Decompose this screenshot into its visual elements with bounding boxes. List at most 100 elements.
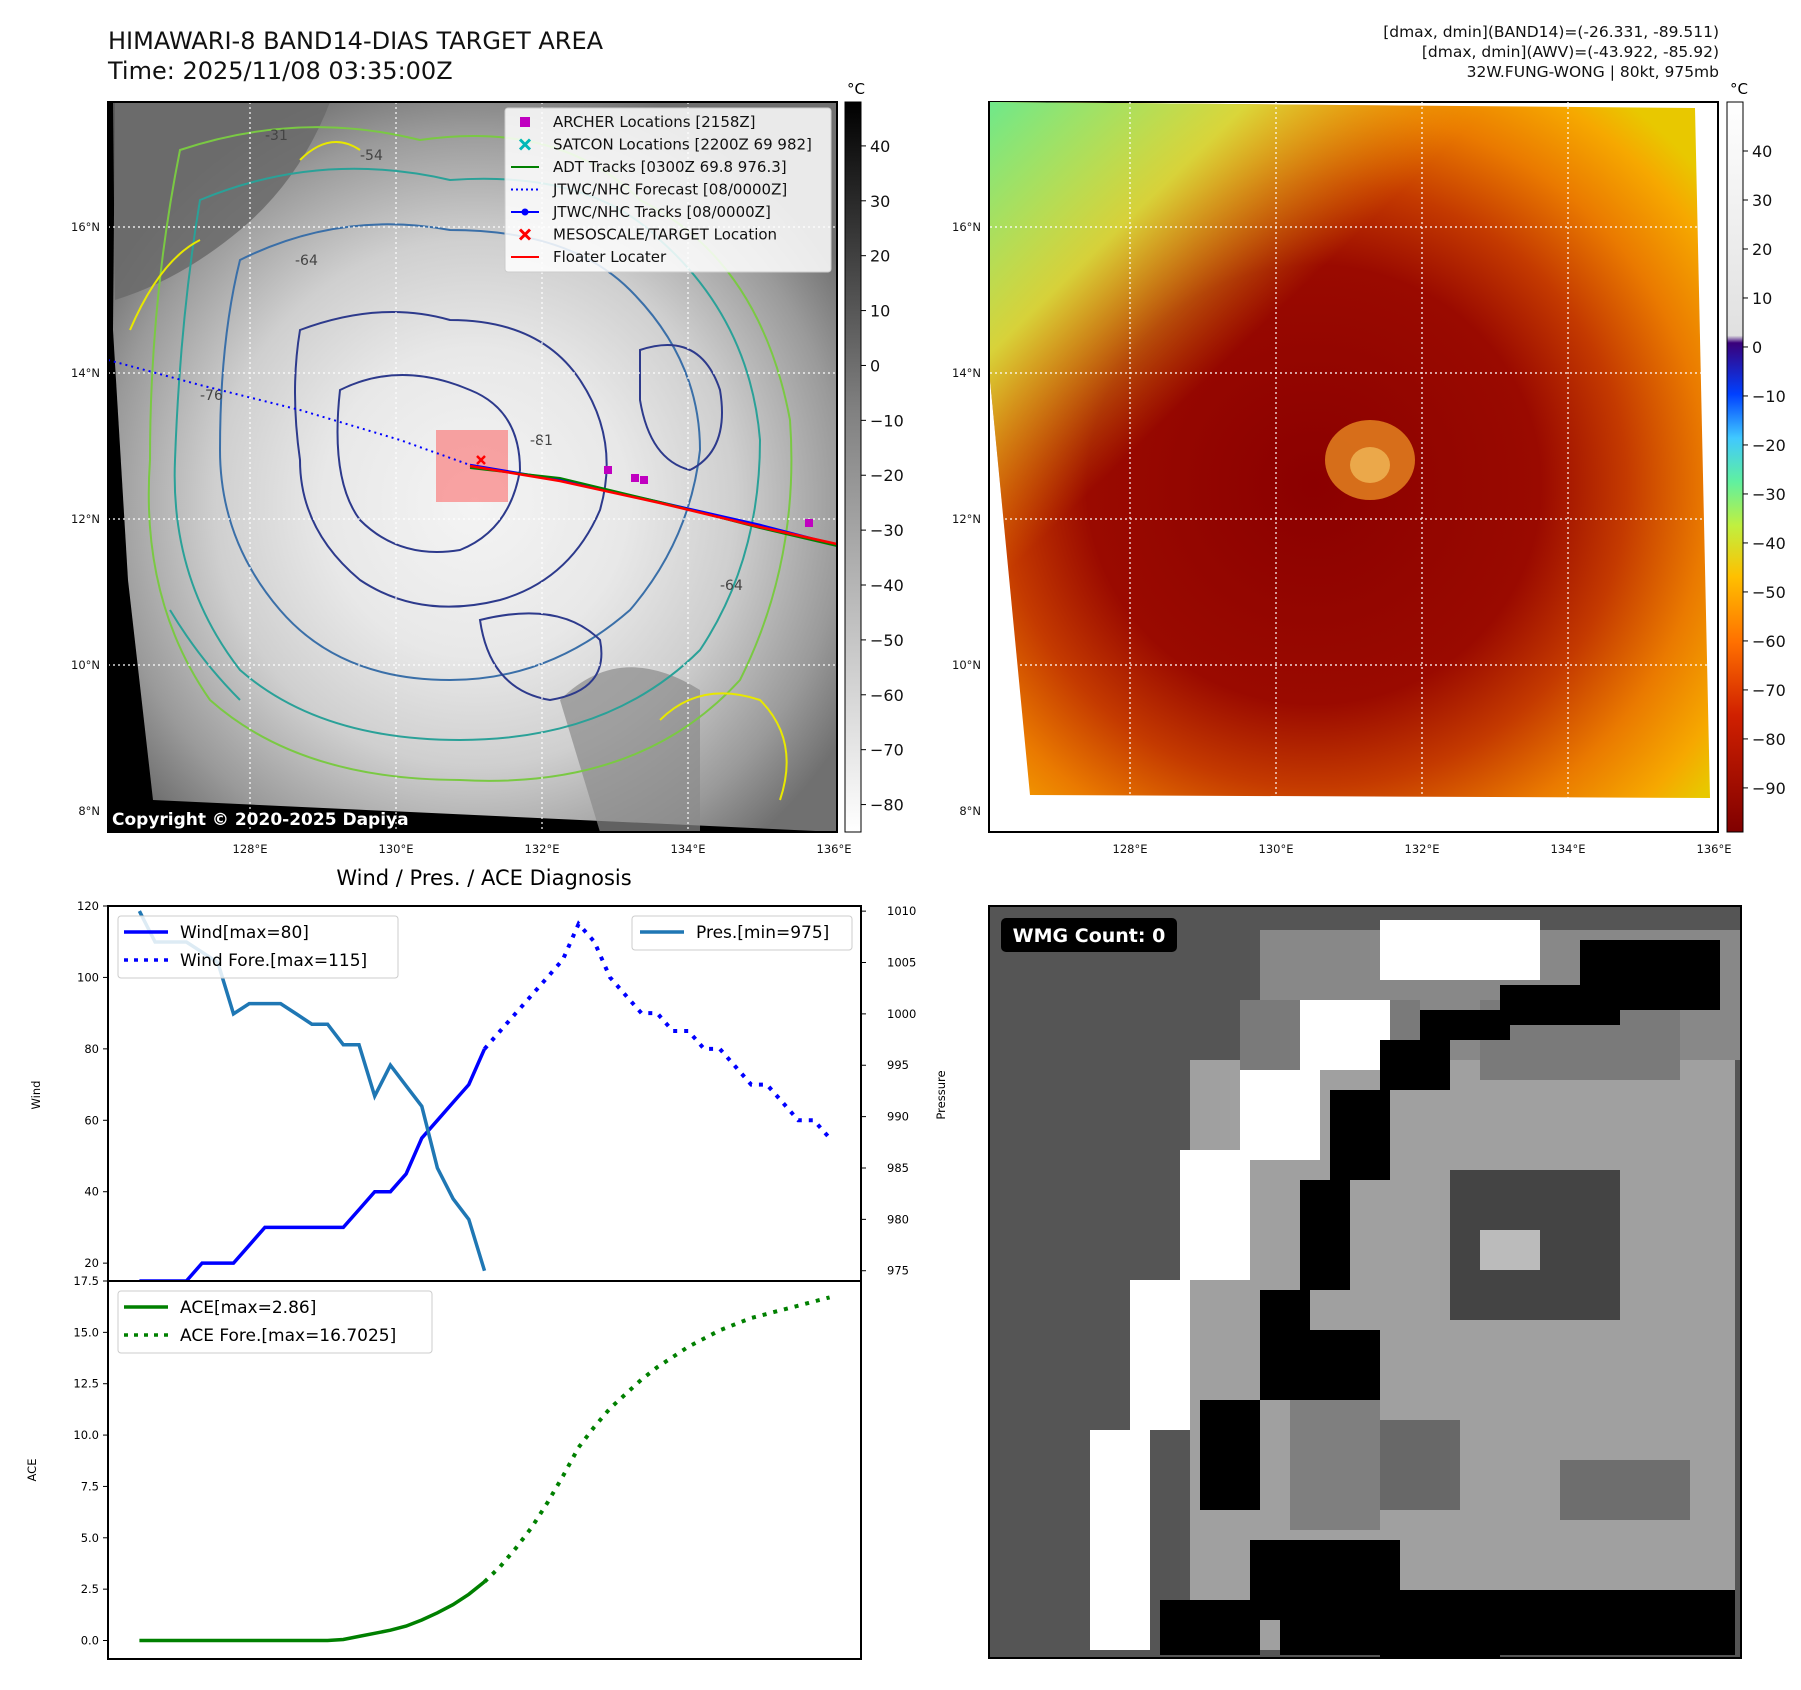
archer-points <box>604 466 813 527</box>
pressure-ytick-label: 1010 <box>887 904 916 918</box>
colorbar-tick-label: 20 <box>1752 240 1772 259</box>
wind-ytick-label: 100 <box>77 970 99 984</box>
wind-ytick-label: 20 <box>84 1256 99 1270</box>
ace-legend-label: ACE[max=2.86] <box>180 1298 316 1318</box>
map-legend: ARCHER Locations [2158Z] SATCON Locations… <box>504 107 832 273</box>
lat-label: 8°N <box>959 804 981 818</box>
colorbar-tick-label: 0 <box>870 356 880 375</box>
lon-label: 132°E <box>525 842 560 856</box>
wmg-label-box <box>1001 918 1177 952</box>
lon-label: 136°E <box>817 842 852 856</box>
wmg-block <box>1380 920 1540 980</box>
lat-label: 12°N <box>952 512 981 526</box>
contour-label: -81 <box>530 433 553 449</box>
wmg-block <box>1090 1430 1150 1650</box>
ace-ytick-label: 2.5 <box>81 1582 99 1596</box>
figure-time: Time: 2025/11/08 03:35:00Z <box>108 57 453 85</box>
pressure-ytick-label: 975 <box>887 1264 909 1278</box>
colorbar-tick-label: 40 <box>1752 142 1772 161</box>
lat-label: 16°N <box>71 220 100 234</box>
contour-label: -64 <box>295 253 318 269</box>
contour-label: -64 <box>720 578 743 594</box>
dmax-band14: [dmax, dmin](BAND14)=(-26.331, -89.511) <box>1383 23 1719 41</box>
legend-label: JTWC/NHC Forecast [08/0000Z] <box>552 181 787 199</box>
colorbar-tick-label: −30 <box>1752 485 1786 504</box>
wmg-block <box>1260 1290 1310 1400</box>
colorbar-tick-label: −10 <box>1752 387 1786 406</box>
lon-label: 136°E <box>1697 842 1732 856</box>
colorbar-tick-label: −20 <box>1752 436 1786 455</box>
contour-label: -76 <box>200 388 223 404</box>
colorbar-tick-label: 30 <box>870 192 890 211</box>
jtwc-forecast-track <box>108 359 471 466</box>
wmg-block <box>1160 1600 1260 1655</box>
pressure-ytick-label: 1000 <box>887 1007 916 1021</box>
ace-ytick-label: 5.0 <box>81 1531 99 1545</box>
lon-label: 128°E <box>1113 842 1148 856</box>
legend-label: Floater Locater <box>553 248 667 266</box>
ace-legend: ACE[max=2.86] ACE Fore.[max=16.7025] <box>117 1290 433 1354</box>
colorbar-tick-label: 10 <box>870 302 890 321</box>
colorbar-tick-label: −70 <box>1752 681 1786 700</box>
colorbar-tick-label: −40 <box>870 576 904 595</box>
ace-series-line-1 <box>483 1295 831 1584</box>
ace-chart: 0.0 2.5 5.0 7.5 10.0 12.5 15.0 17.5 ACE[max=2.86… <box>25 1274 862 1660</box>
colorbar-tick-label: 30 <box>1752 191 1772 210</box>
ace-ytick-label: 7.5 <box>81 1479 99 1493</box>
chart-title: Wind / Pres. / ACE Diagnosis <box>336 866 631 890</box>
lat-label: 16°N <box>952 220 981 234</box>
colorbar-tick-label: −70 <box>870 741 904 760</box>
pressure-legend: Pres.[min=975] <box>631 915 853 951</box>
lon-label: 130°E <box>379 842 414 856</box>
legend-label: JTWC/NHC Tracks [08/0000Z] <box>552 203 771 221</box>
wmg-panel: WMG Count: 0 <box>988 905 1742 1659</box>
colorbar-tick-label: −60 <box>1752 632 1786 651</box>
awv-gridlines <box>990 102 1718 832</box>
ace-legend-box <box>117 1290 433 1354</box>
colorbar-right: °C 40 30 20 10 0 −10 −20 −30 −40 −50 −60 −70 −80 −90 <box>1726 80 1786 833</box>
wmg-block <box>1290 1400 1380 1530</box>
colorbar-tick-label: −50 <box>870 631 904 650</box>
pressure-ytick-label: 995 <box>887 1058 909 1072</box>
lon-label: 134°E <box>671 842 706 856</box>
colorbar-tick-label: −20 <box>870 466 904 485</box>
legend-marker <box>521 208 529 216</box>
pressure-ytick-label: 980 <box>887 1212 909 1226</box>
ir-map-axis-labels: 16°N 14°N 12°N 10°N 8°N 128°E 130°E 132°… <box>71 220 851 856</box>
legend-marker <box>518 138 532 151</box>
ace-ytick-label: 10.0 <box>73 1428 99 1442</box>
colorbar-tick-label: 10 <box>1752 289 1772 308</box>
lon-label: 128°E <box>233 842 268 856</box>
wmg-block <box>1200 1400 1260 1510</box>
lon-label: 134°E <box>1551 842 1586 856</box>
lat-label: 10°N <box>71 658 100 672</box>
ace-ytick-label: 0.0 <box>81 1634 99 1648</box>
lat-label: 8°N <box>78 804 100 818</box>
colorbar-tick-label: −10 <box>870 411 904 430</box>
wmg-block <box>1380 1420 1460 1510</box>
ir-map-border <box>107 101 838 833</box>
colorbar-tick-label: −30 <box>870 521 904 540</box>
wmg-block <box>1300 1000 1390 1070</box>
storm-info: 32W.FUNG-WONG | 80kt, 975mb <box>1466 63 1719 81</box>
wmg-block <box>1500 985 1620 1025</box>
wind-legend: Wind[max=80] Wind Fore.[max=115] <box>117 915 399 979</box>
pressure-legend-label: Pres.[min=975] <box>696 923 829 943</box>
pressure-ytick-label: 1005 <box>887 956 916 970</box>
wind-legend-box <box>117 915 399 979</box>
wmg-block <box>1380 1620 1500 1658</box>
colorbar-tick-label: 40 <box>870 137 890 156</box>
colorbar-right-unit: °C <box>1730 80 1748 98</box>
colorbar-tick-label: −90 <box>1752 779 1786 798</box>
pressure-ytick-label: 990 <box>887 1110 909 1124</box>
wind-ytick-label: 120 <box>77 899 99 913</box>
ace-series-line-0 <box>139 1580 486 1643</box>
wind-legend-label: Wind[max=80] <box>180 923 309 943</box>
contour-lines <box>129 126 793 801</box>
lon-label: 130°E <box>1259 842 1294 856</box>
lat-label: 14°N <box>71 366 100 380</box>
wmg-block <box>1310 1330 1380 1410</box>
colorbar-left: °C 40 30 20 10 0 −10 −20 −30 −40 −50 −60 −70 −80 <box>844 80 904 833</box>
target-marker <box>476 455 486 465</box>
